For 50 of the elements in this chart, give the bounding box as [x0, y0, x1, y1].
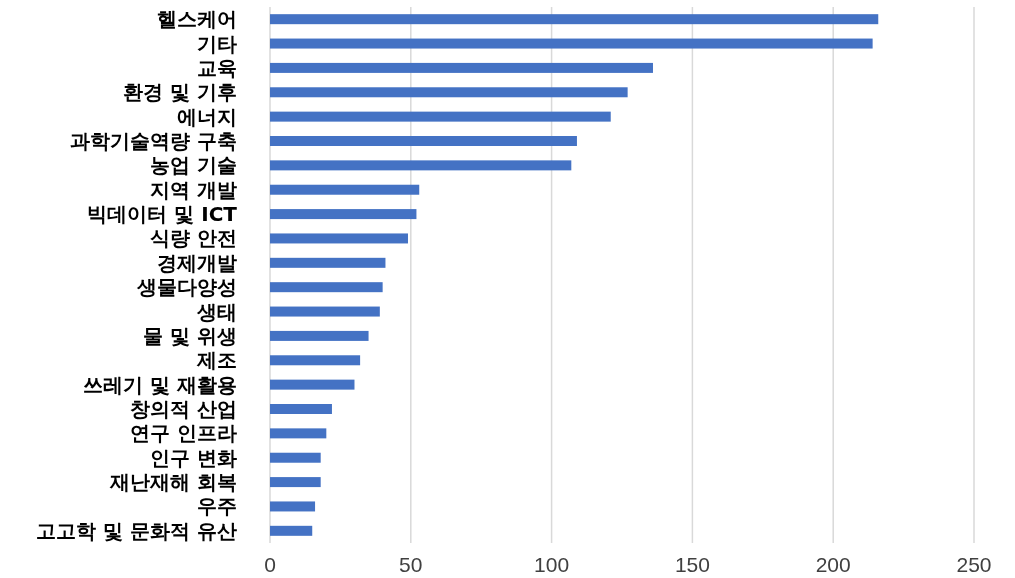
y-tick-label: 물 및 위생 — [143, 323, 237, 348]
bar — [270, 306, 380, 317]
bar — [270, 379, 355, 390]
y-tick-label: 환경 및 기후 — [123, 80, 237, 105]
bar — [270, 452, 321, 463]
bar — [270, 62, 653, 73]
y-tick-label: 에너지 — [177, 104, 237, 129]
bar — [270, 525, 313, 536]
bar — [270, 14, 879, 25]
y-tick-label: 헬스케어 — [157, 7, 237, 32]
y-tick-label: 쓰레기 및 재활용 — [83, 372, 237, 397]
bar — [270, 428, 327, 439]
y-tick-label: 인구 변화 — [150, 445, 237, 470]
y-tick-label: 고고학 및 문화적 유산 — [36, 518, 237, 543]
bar — [270, 136, 577, 146]
bar — [270, 477, 321, 488]
y-tick-label: 생물다양성 — [136, 275, 237, 300]
bar — [270, 404, 332, 414]
bar — [270, 160, 572, 171]
x-tick-label: 50 — [399, 553, 423, 576]
y-tick-label: 과학기술역량 구축 — [70, 129, 237, 153]
y-tick-label: 기타 — [197, 31, 237, 56]
y-tick-label: 경제개발 — [157, 250, 237, 275]
y-tick-label: 농업 기술 — [150, 153, 237, 178]
bar — [270, 209, 417, 220]
x-tick-label: 0 — [264, 553, 276, 576]
x-tick-label: 100 — [534, 553, 570, 576]
bar — [270, 87, 628, 98]
x-tick-label: 150 — [674, 553, 710, 576]
x-tick-label: 250 — [956, 553, 992, 576]
bar — [270, 38, 873, 49]
bar — [270, 184, 420, 195]
y-tick-label: 재난재해 회복 — [109, 470, 237, 495]
bar — [270, 282, 383, 293]
y-tick-label: 연구 인프라 — [130, 421, 237, 446]
y-tick-label: 생태 — [196, 299, 237, 324]
y-tick-label: 교육 — [197, 55, 237, 80]
y-tick-label: 창의적 산업 — [130, 397, 237, 421]
bar — [270, 501, 316, 512]
y-tick-label: 지역 개발 — [150, 177, 237, 202]
y-tick-label: 제조 — [196, 348, 237, 373]
bar — [270, 257, 386, 268]
y-tick-label: 빅데이터 및 ICT — [87, 202, 238, 227]
y-tick-label: 식량 안전 — [150, 226, 237, 251]
bar — [270, 330, 369, 341]
x-tick-label: 200 — [815, 553, 851, 576]
bar — [270, 111, 611, 122]
y-tick-label: 우주 — [197, 494, 237, 519]
bar — [270, 355, 361, 366]
bar — [270, 233, 408, 244]
